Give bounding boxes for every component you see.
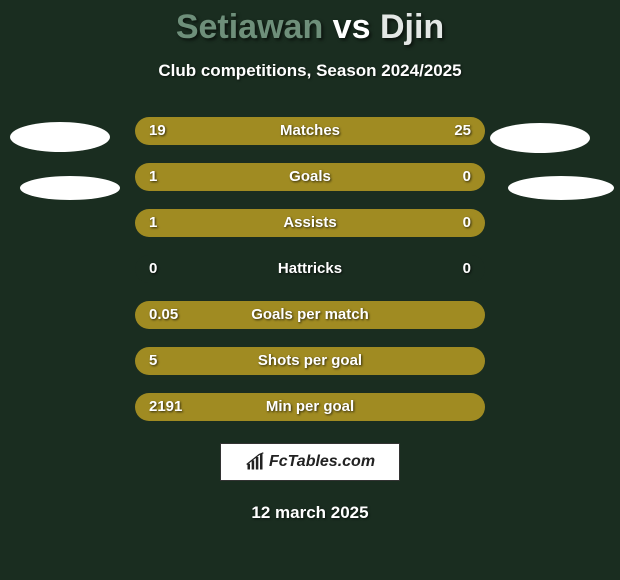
- player2-name: Djin: [380, 8, 444, 46]
- decorative-ellipse: [20, 176, 120, 200]
- comparison-title: Setiawan vs Djin: [0, 0, 620, 47]
- stat-label: Hattricks: [135, 255, 485, 283]
- decorative-ellipse: [508, 176, 614, 200]
- chart-icon: [245, 452, 265, 472]
- stat-row: 19Matches25: [135, 117, 485, 145]
- stat-label: Assists: [135, 209, 485, 237]
- stat-row: 1Goals0: [135, 163, 485, 191]
- vs-text: vs: [333, 8, 371, 46]
- logo-box: FcTables.com: [220, 443, 400, 481]
- stat-label: Matches: [135, 117, 485, 145]
- stat-row: 2191Min per goal: [135, 393, 485, 421]
- stat-label: Min per goal: [135, 393, 485, 421]
- subtitle: Club competitions, Season 2024/2025: [0, 61, 620, 81]
- stat-row: 1Assists0: [135, 209, 485, 237]
- stat-value-right: 0: [463, 255, 471, 283]
- decorative-ellipse: [490, 123, 590, 153]
- stat-label: Goals: [135, 163, 485, 191]
- stat-row: 5Shots per goal: [135, 347, 485, 375]
- stat-value-right: 25: [454, 117, 471, 145]
- logo-text: FcTables.com: [269, 453, 375, 471]
- stat-label: Shots per goal: [135, 347, 485, 375]
- stat-row: 0Hattricks0: [135, 255, 485, 283]
- date: 12 march 2025: [0, 503, 620, 523]
- stat-label: Goals per match: [135, 301, 485, 329]
- stat-row: 0.05Goals per match: [135, 301, 485, 329]
- stat-value-right: 0: [463, 163, 471, 191]
- player1-name: Setiawan: [176, 8, 323, 46]
- stats-rows: 19Matches251Goals01Assists00Hattricks00.…: [0, 117, 620, 421]
- decorative-ellipse: [10, 122, 110, 152]
- stat-value-right: 0: [463, 209, 471, 237]
